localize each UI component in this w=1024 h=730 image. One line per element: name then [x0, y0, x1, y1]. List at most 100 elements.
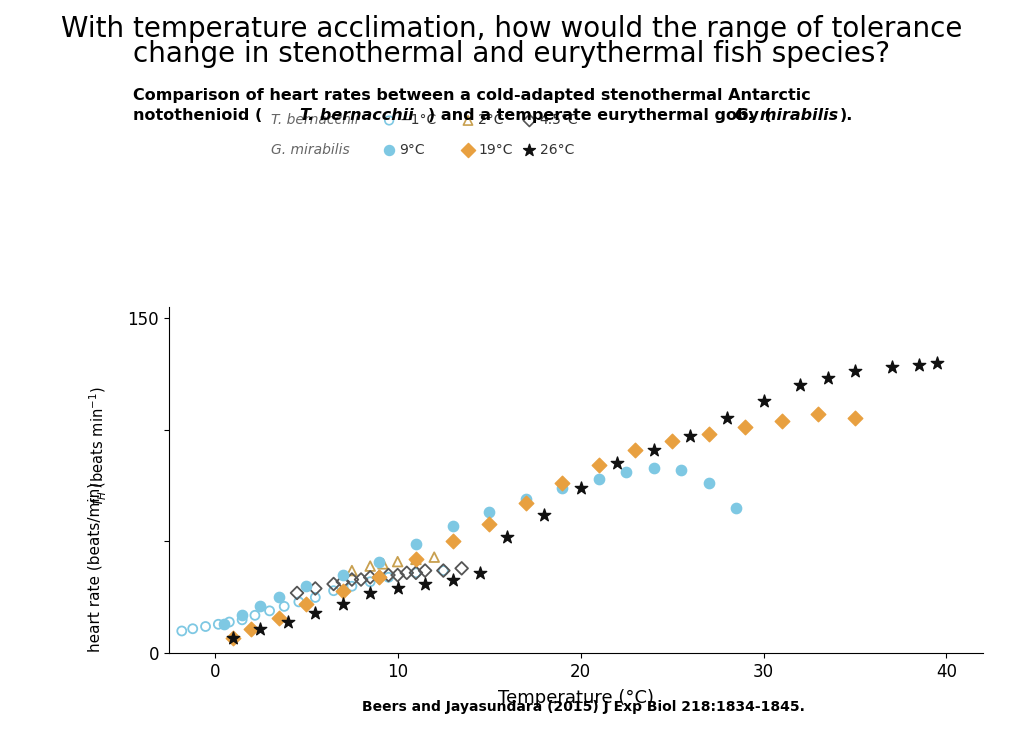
Text: 9°C: 9°C	[399, 142, 425, 157]
Point	[408, 567, 424, 579]
Point	[225, 632, 242, 644]
Point	[362, 572, 379, 583]
Point	[847, 412, 863, 424]
Point	[261, 605, 278, 617]
Point	[291, 596, 307, 608]
Point	[280, 616, 296, 628]
Point	[408, 553, 424, 565]
Point	[682, 431, 698, 442]
Point	[307, 583, 324, 594]
Point	[884, 361, 900, 373]
Point	[618, 466, 635, 478]
Point	[221, 616, 238, 628]
Point	[381, 144, 397, 155]
Text: With temperature acclimation, how would the range of tolerance: With temperature acclimation, how would …	[61, 15, 963, 42]
Point	[554, 482, 570, 493]
Point	[728, 502, 744, 514]
Point	[435, 565, 452, 577]
Point	[444, 520, 461, 531]
Text: ) and a temperate eurythermal goby (: ) and a temperate eurythermal goby (	[428, 108, 772, 123]
Point	[719, 412, 735, 424]
Point	[289, 587, 305, 599]
Point	[362, 576, 379, 588]
Point	[252, 623, 268, 634]
Point	[500, 531, 516, 543]
Point	[198, 620, 214, 632]
Point	[380, 569, 396, 581]
Point	[628, 444, 644, 456]
Text: 4.5°C: 4.5°C	[540, 113, 579, 128]
Point	[460, 144, 476, 155]
Point	[481, 507, 498, 518]
Text: T. bernacchii: T. bernacchii	[300, 108, 414, 123]
Point	[270, 612, 287, 623]
Point	[381, 115, 397, 126]
Point	[307, 591, 324, 603]
Text: $f_H$ (beats min$^{-1}$): $f_H$ (beats min$^{-1}$)	[87, 386, 109, 504]
Point	[554, 477, 570, 489]
Point	[444, 536, 461, 548]
Point	[591, 460, 607, 472]
Point	[700, 477, 717, 489]
Point	[371, 572, 387, 583]
Point	[344, 565, 360, 577]
Text: T. bernacchii: T. bernacchii	[271, 113, 359, 128]
Point	[536, 509, 552, 520]
Point	[700, 429, 717, 440]
Point	[408, 538, 424, 550]
Point	[335, 599, 351, 610]
Point	[819, 372, 836, 384]
Text: Beers and Jayasundara (2015) J Exp Biol 218:1834-1845.: Beers and Jayasundara (2015) J Exp Biol …	[362, 700, 805, 714]
Point	[326, 578, 342, 590]
Point	[417, 565, 433, 577]
Point	[792, 379, 808, 391]
Point	[225, 632, 242, 644]
Text: 19°C: 19°C	[478, 142, 513, 157]
Text: change in stenothermal and eurythermal fish species?: change in stenothermal and eurythermal f…	[133, 40, 891, 68]
Point	[375, 558, 391, 569]
Point	[408, 567, 424, 579]
Point	[210, 618, 226, 630]
Point	[371, 556, 387, 567]
Text: 2°C: 2°C	[478, 113, 504, 128]
Point	[417, 578, 433, 590]
Point	[389, 569, 406, 581]
Point	[298, 599, 314, 610]
Text: notothenioid (: notothenioid (	[133, 108, 262, 123]
Point	[335, 569, 351, 581]
Point	[326, 585, 342, 596]
Point	[335, 576, 351, 588]
Point	[408, 553, 424, 565]
Point	[371, 572, 387, 583]
Point	[521, 115, 538, 126]
Text: G. mirabilis: G. mirabilis	[271, 142, 350, 157]
Point	[335, 585, 351, 596]
Point	[737, 421, 754, 433]
Point	[344, 580, 360, 592]
Point	[247, 610, 263, 621]
Point	[810, 408, 826, 420]
Point	[276, 601, 293, 612]
Point	[389, 583, 406, 594]
Text: heart rate (beats/min): heart rate (beats/min)	[87, 482, 102, 652]
Point	[929, 357, 945, 369]
Point	[454, 563, 470, 575]
Point	[184, 623, 201, 634]
Point	[673, 464, 689, 476]
Point	[517, 493, 534, 505]
Point	[460, 115, 476, 126]
Point	[298, 580, 314, 592]
Point	[362, 587, 379, 599]
Point	[398, 567, 415, 579]
Point	[243, 623, 259, 634]
Point	[664, 435, 680, 447]
Point	[756, 395, 772, 407]
Point	[521, 144, 538, 155]
Point	[307, 607, 324, 619]
Point	[252, 601, 268, 612]
Point	[174, 625, 190, 637]
Point	[847, 366, 863, 377]
Point	[910, 359, 927, 371]
Text: Comparison of heart rates between a cold-adapted stenothermal Antarctic: Comparison of heart rates between a cold…	[133, 88, 811, 103]
Text: G. mirabilis: G. mirabilis	[735, 108, 839, 123]
